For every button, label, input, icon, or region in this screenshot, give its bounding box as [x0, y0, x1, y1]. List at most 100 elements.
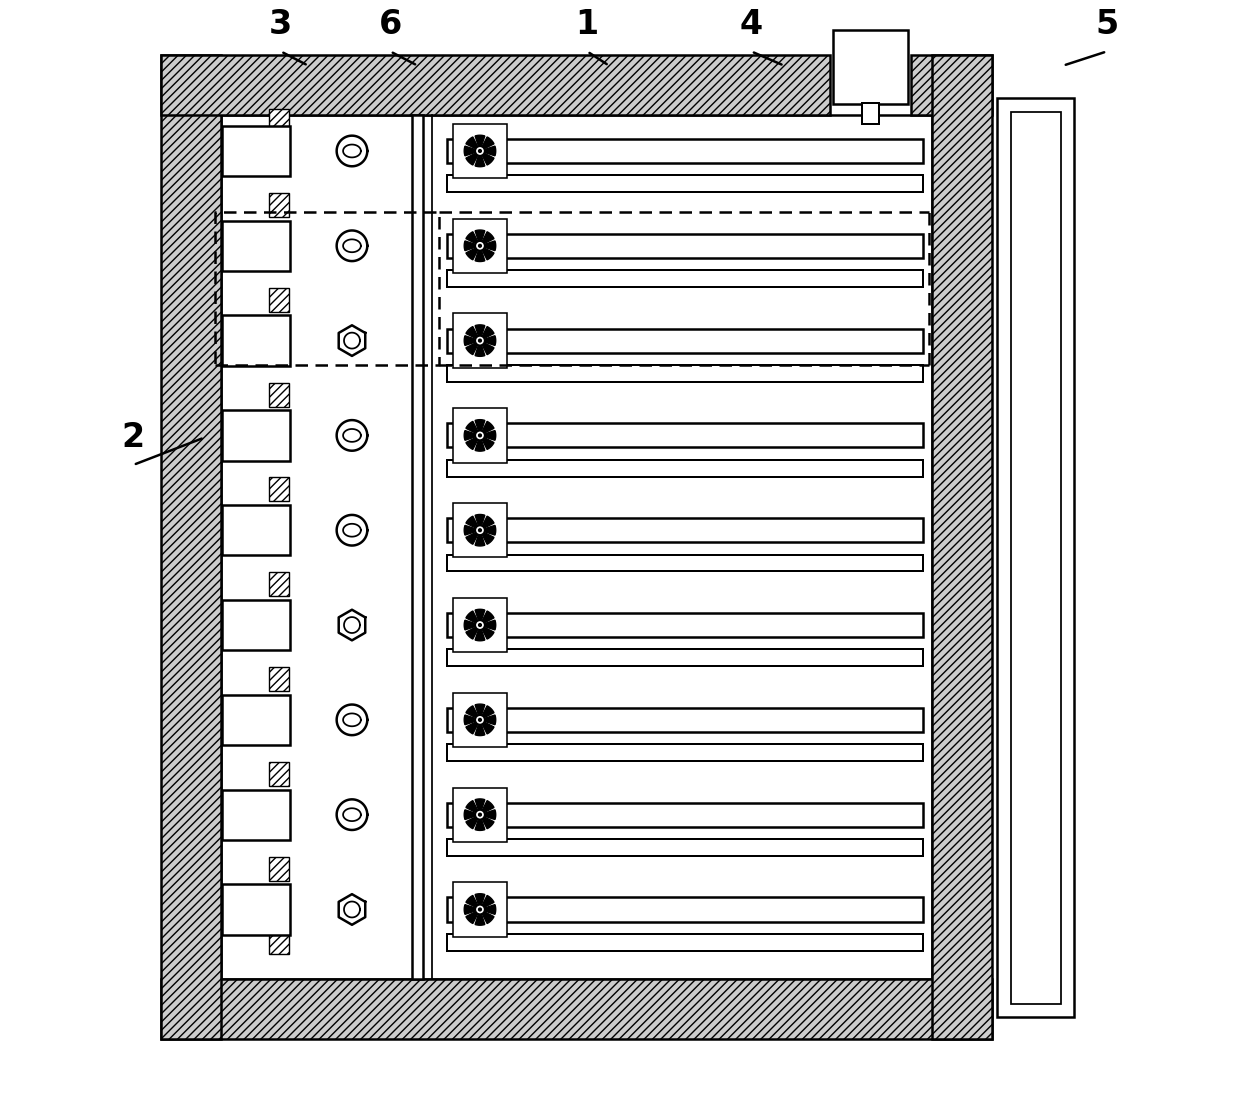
Bar: [222, 695, 290, 745]
Polygon shape: [464, 525, 480, 535]
Polygon shape: [464, 620, 480, 630]
Polygon shape: [466, 909, 480, 923]
Bar: [269, 383, 289, 407]
Circle shape: [477, 621, 484, 628]
Polygon shape: [480, 340, 494, 354]
Polygon shape: [480, 525, 496, 535]
Bar: [453, 883, 507, 936]
Circle shape: [479, 624, 481, 627]
Polygon shape: [480, 431, 496, 440]
Polygon shape: [466, 612, 480, 625]
Bar: [453, 314, 507, 368]
Bar: [453, 219, 507, 272]
Bar: [222, 221, 290, 271]
Polygon shape: [480, 246, 494, 259]
Polygon shape: [480, 421, 494, 435]
Polygon shape: [475, 340, 485, 357]
Polygon shape: [464, 336, 480, 346]
Polygon shape: [480, 531, 494, 544]
Polygon shape: [466, 151, 480, 165]
Polygon shape: [475, 909, 485, 926]
Text: 4: 4: [740, 8, 763, 40]
Bar: [833, 30, 908, 104]
Polygon shape: [480, 336, 496, 346]
Polygon shape: [466, 815, 480, 828]
Polygon shape: [480, 905, 496, 915]
Polygon shape: [480, 516, 494, 531]
Bar: [448, 650, 923, 666]
Text: 2: 2: [122, 421, 145, 454]
Text: 5: 5: [1095, 8, 1118, 40]
Circle shape: [479, 150, 481, 152]
Circle shape: [477, 337, 484, 344]
Polygon shape: [466, 801, 480, 815]
Polygon shape: [480, 909, 494, 923]
Bar: [448, 519, 923, 543]
Polygon shape: [475, 894, 485, 909]
Bar: [448, 234, 923, 258]
Bar: [448, 839, 923, 856]
Bar: [931, 55, 992, 1039]
Bar: [453, 408, 507, 463]
Polygon shape: [480, 435, 494, 450]
Bar: [448, 613, 923, 637]
Circle shape: [479, 339, 481, 342]
Bar: [448, 744, 923, 761]
Polygon shape: [480, 715, 496, 724]
Bar: [448, 897, 923, 921]
Bar: [222, 790, 290, 840]
Bar: [269, 193, 289, 217]
Polygon shape: [466, 137, 480, 151]
Bar: [222, 315, 290, 365]
Bar: [269, 572, 289, 596]
Bar: [448, 139, 923, 163]
Polygon shape: [466, 720, 480, 734]
Circle shape: [479, 908, 481, 911]
Polygon shape: [475, 230, 485, 246]
Bar: [448, 423, 923, 447]
Circle shape: [477, 812, 484, 818]
Bar: [448, 555, 923, 571]
Circle shape: [477, 906, 484, 912]
Bar: [453, 124, 507, 178]
Polygon shape: [475, 514, 485, 531]
Polygon shape: [480, 815, 494, 828]
Polygon shape: [464, 241, 480, 251]
Bar: [269, 288, 289, 312]
Polygon shape: [475, 531, 485, 546]
Bar: [160, 979, 992, 1039]
Polygon shape: [480, 232, 494, 246]
Bar: [160, 55, 221, 1039]
Polygon shape: [480, 612, 494, 625]
Polygon shape: [480, 137, 494, 151]
Circle shape: [479, 719, 481, 721]
Bar: [269, 930, 289, 954]
Bar: [448, 459, 923, 477]
Polygon shape: [480, 896, 494, 909]
Polygon shape: [466, 435, 480, 450]
Circle shape: [477, 243, 484, 249]
Bar: [222, 600, 290, 650]
Circle shape: [477, 432, 484, 439]
Bar: [448, 365, 923, 382]
Bar: [222, 884, 290, 934]
Bar: [862, 103, 879, 124]
Bar: [453, 788, 507, 841]
Polygon shape: [475, 136, 485, 151]
Polygon shape: [475, 246, 485, 261]
Polygon shape: [480, 810, 496, 819]
Bar: [222, 410, 290, 461]
Polygon shape: [466, 516, 480, 531]
Bar: [269, 667, 289, 691]
Bar: [160, 55, 830, 115]
Polygon shape: [466, 327, 480, 340]
Bar: [448, 175, 923, 193]
Polygon shape: [480, 147, 496, 155]
Bar: [269, 109, 289, 133]
Bar: [269, 857, 289, 881]
Polygon shape: [466, 232, 480, 246]
Polygon shape: [480, 720, 494, 734]
Text: 6: 6: [378, 8, 402, 40]
Bar: [269, 477, 289, 501]
Polygon shape: [480, 706, 494, 720]
